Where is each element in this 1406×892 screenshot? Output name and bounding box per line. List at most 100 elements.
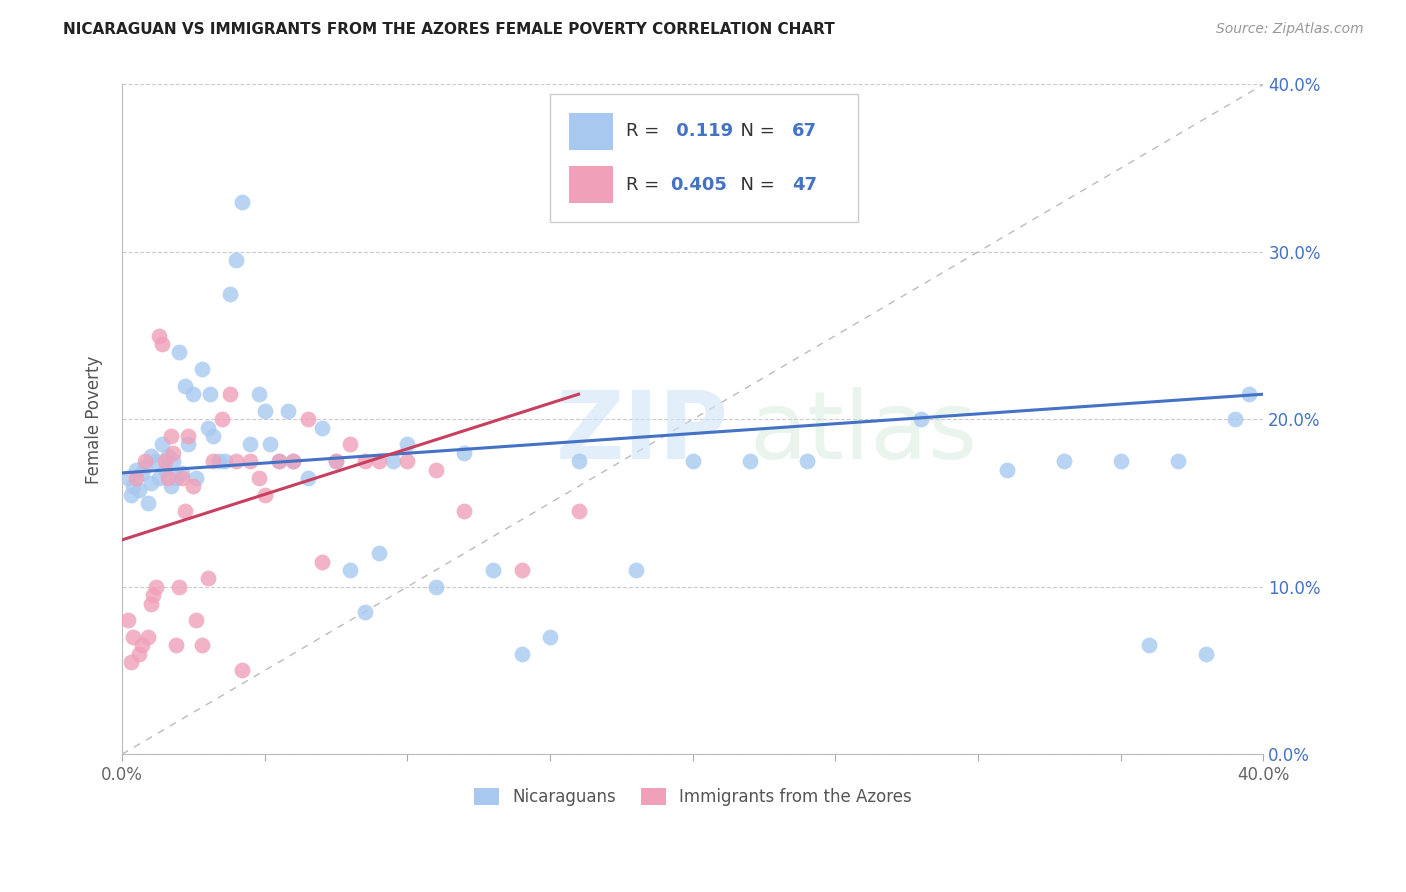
Point [425,462,447,476]
Text: R =: R = [627,122,665,140]
Point [367,454,389,468]
Point [183,479,205,493]
Point [197,420,219,434]
Point [131,639,153,653]
Point [173,379,195,393]
Point [311,555,333,569]
FancyBboxPatch shape [569,113,613,150]
Point [910,412,932,426]
Point [131,466,153,480]
Point [150,437,173,451]
Point [120,655,142,669]
Point [259,437,281,451]
Point [219,286,242,301]
Point [156,449,179,463]
Point [167,580,190,594]
Point [197,571,219,585]
Point [186,613,208,627]
Point [167,345,190,359]
Point [1052,454,1074,468]
Legend: Nicaraguans, Immigrants from the Azores: Nicaraguans, Immigrants from the Azores [467,781,918,813]
Point [125,471,148,485]
Point [162,446,184,460]
Point [125,462,148,476]
Point [173,504,195,518]
Point [170,471,193,485]
Point [283,454,305,468]
Point [211,412,233,426]
FancyBboxPatch shape [550,95,858,222]
Point [162,454,184,468]
Point [128,647,150,661]
Point [156,471,179,485]
Point [353,454,375,468]
Text: N =: N = [730,176,780,194]
Text: Source: ZipAtlas.com: Source: ZipAtlas.com [1216,22,1364,37]
Point [231,664,253,678]
Point [1167,454,1189,468]
Point [134,454,156,468]
Point [202,454,225,468]
Point [153,454,176,468]
Point [202,429,225,443]
Point [231,194,253,209]
Point [148,471,170,485]
Point [325,454,347,468]
Point [200,387,222,401]
Point [682,454,704,468]
Point [396,454,419,468]
Point [208,454,231,468]
Point [353,605,375,619]
Text: 0.405: 0.405 [669,176,727,194]
Point [136,630,159,644]
Point [139,449,162,463]
Point [191,639,214,653]
Point [1109,454,1132,468]
Point [1237,387,1260,401]
Point [186,471,208,485]
Point [150,337,173,351]
Point [510,563,533,577]
Point [297,471,319,485]
Point [482,563,505,577]
Point [183,387,205,401]
Point [134,459,156,474]
Point [247,471,270,485]
Point [283,454,305,468]
Point [165,471,187,485]
Point [145,580,167,594]
Text: ZIP: ZIP [555,387,728,479]
Point [311,420,333,434]
Point [453,446,475,460]
Point [325,454,347,468]
Point [453,504,475,518]
Point [219,387,242,401]
Point [128,483,150,497]
Point [176,429,198,443]
Point [136,496,159,510]
Point [267,454,290,468]
Point [139,475,162,490]
Point [225,253,247,268]
Point [139,597,162,611]
Point [1137,639,1160,653]
Point [738,454,761,468]
Point [396,437,419,451]
Point [148,328,170,343]
Text: 47: 47 [792,176,817,194]
Point [510,647,533,661]
Point [538,630,561,644]
Text: NICARAGUAN VS IMMIGRANTS FROM THE AZORES FEMALE POVERTY CORRELATION CHART: NICARAGUAN VS IMMIGRANTS FROM THE AZORES… [63,22,835,37]
Text: 67: 67 [792,122,817,140]
Point [239,454,262,468]
Point [153,462,176,476]
Point [117,613,139,627]
Point [277,404,299,418]
Point [122,630,145,644]
Point [142,588,165,602]
Point [367,546,389,560]
Point [339,563,361,577]
Point [1223,412,1246,426]
Point [267,454,290,468]
Point [253,404,276,418]
